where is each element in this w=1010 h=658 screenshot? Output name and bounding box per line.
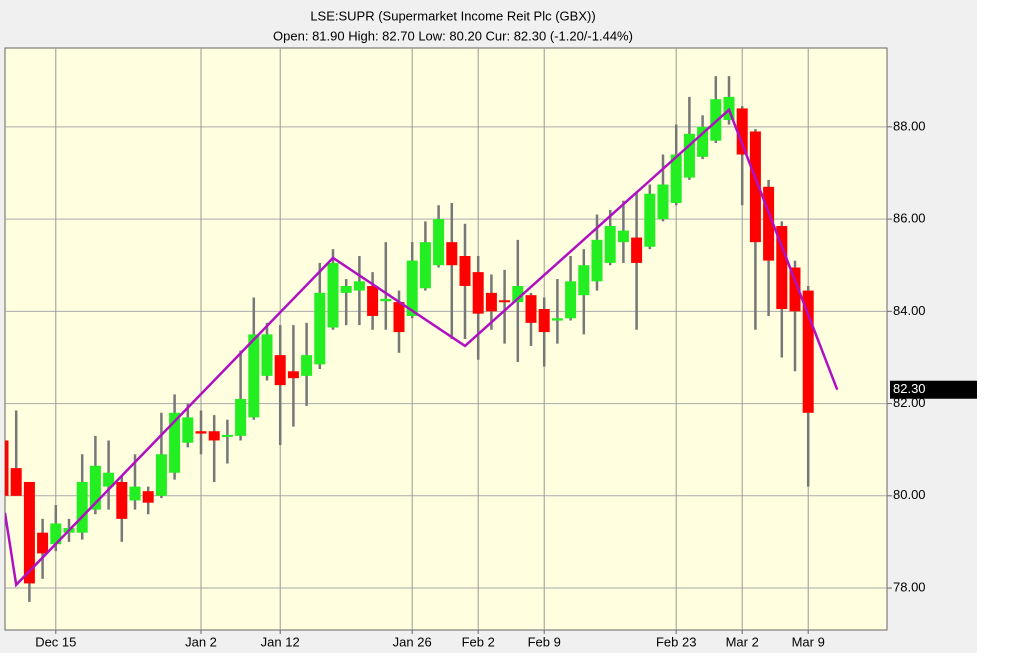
candle-body <box>604 226 616 263</box>
candle-body <box>446 242 458 266</box>
candle-body <box>472 272 484 314</box>
candle-body <box>274 355 286 386</box>
candle-body <box>116 481 128 519</box>
x-tick-label: Mar 2 <box>726 634 759 649</box>
plot-layer <box>5 48 887 630</box>
candle-body <box>433 219 445 266</box>
candle-body <box>182 417 194 443</box>
candle-body <box>103 472 115 487</box>
candle-body <box>776 226 788 310</box>
y-tick-label: 84.00 <box>893 303 926 318</box>
candle-body <box>353 281 365 291</box>
candle-body <box>683 133 695 178</box>
candle-body <box>195 431 207 434</box>
x-tick-label: Feb 23 <box>656 634 696 649</box>
candle-body <box>380 298 392 302</box>
y-tick-label: 88.00 <box>893 118 926 133</box>
zigzag-line <box>5 107 839 588</box>
chart-title: LSE:SUPR (Supermarket Income Reit Plc (G… <box>310 8 595 23</box>
candle-body <box>789 267 801 312</box>
candle-body <box>406 260 418 316</box>
candle-body <box>670 154 682 203</box>
y-tick-label: 78.00 <box>893 579 926 594</box>
candle-body <box>261 334 273 376</box>
candle-body <box>551 318 563 321</box>
candle-body <box>802 290 814 413</box>
candle-body <box>525 295 537 323</box>
candle-body <box>499 300 511 303</box>
x-tick-label: Dec 15 <box>35 634 76 649</box>
x-tick-label: Feb 2 <box>462 634 495 649</box>
candle-body <box>5 440 9 496</box>
candle-body <box>23 481 35 584</box>
candle-body <box>248 334 260 418</box>
last-price-box <box>890 380 977 399</box>
candle-body <box>208 431 220 441</box>
candle-body <box>749 131 761 243</box>
candle-body <box>221 434 233 437</box>
x-tick-label: Jan 12 <box>261 634 300 649</box>
y-tick-label: 86.00 <box>893 211 926 226</box>
candle-body <box>617 230 629 243</box>
candle-body <box>235 398 247 436</box>
y-tick-label: 82.00 <box>893 395 926 410</box>
x-tick-label: Jan 2 <box>185 634 217 649</box>
candle-body <box>631 237 643 263</box>
candle-body <box>578 265 590 296</box>
candle-body <box>419 242 431 289</box>
candle-body <box>327 262 339 328</box>
chart-subtitle: Open: 81.90 High: 82.70 Low: 80.20 Cur: … <box>273 28 633 43</box>
candle-body <box>393 302 405 333</box>
candle-body <box>512 285 524 303</box>
x-tick-label: Jan 26 <box>393 634 432 649</box>
candle-body <box>763 186 775 261</box>
candle-body <box>459 255 471 286</box>
candle-body <box>76 481 88 533</box>
candle-body <box>591 239 603 282</box>
candle-body <box>155 454 167 496</box>
candle-body <box>50 523 62 545</box>
candle-body <box>565 281 577 319</box>
candle-body <box>485 292 497 312</box>
candle-body <box>10 468 22 496</box>
candle-body <box>697 126 709 157</box>
candle-body <box>37 532 49 554</box>
candle-body <box>736 108 748 155</box>
candle-body <box>314 292 326 365</box>
x-tick-label: Mar 9 <box>792 634 825 649</box>
x-tick-label: Feb 9 <box>528 634 561 649</box>
last-price-label: 82.30 <box>893 381 926 396</box>
candle-body <box>367 285 379 316</box>
candle-body <box>657 184 669 220</box>
candle-body <box>644 193 656 247</box>
candle-body <box>340 285 352 293</box>
candle-body <box>129 486 141 501</box>
candle-body <box>89 465 101 510</box>
candle-body <box>287 371 299 379</box>
candle-body <box>538 309 550 333</box>
y-tick-label: 80.00 <box>893 487 926 502</box>
candle-body <box>169 412 181 473</box>
candle-body <box>301 355 313 376</box>
candle-body <box>142 491 154 503</box>
